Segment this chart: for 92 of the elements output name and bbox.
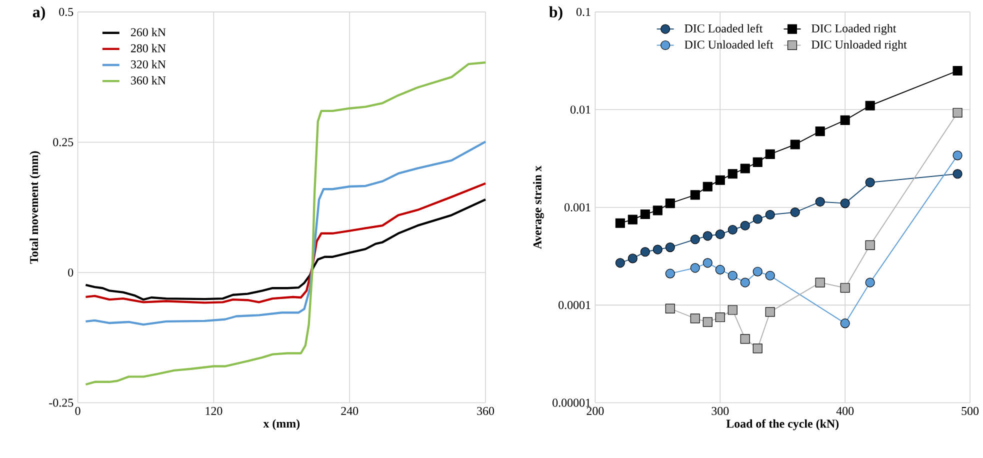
chart-title: b) xyxy=(549,6,562,21)
point xyxy=(715,230,725,240)
chart-title: a) xyxy=(32,6,45,21)
point xyxy=(690,234,700,244)
point xyxy=(752,267,762,277)
legend-label: DIC Loaded left xyxy=(684,24,763,33)
x-tick-label: 500 xyxy=(962,407,979,416)
point xyxy=(740,278,750,288)
legend-label: 360 kN xyxy=(131,76,166,85)
point xyxy=(615,218,625,228)
x-tick-label: 240 xyxy=(341,407,358,416)
y-tick-label: 0.01 xyxy=(570,106,590,114)
point xyxy=(628,254,638,264)
legend-label: DIC Loaded right xyxy=(812,24,896,36)
y-tick-label: 0.00001 xyxy=(552,398,590,408)
point xyxy=(728,271,738,281)
y-axis-title: Average strain x xyxy=(533,166,544,250)
point xyxy=(752,214,762,224)
point xyxy=(665,268,675,279)
point xyxy=(640,210,650,220)
x-axis-title: x (mm) xyxy=(263,419,300,430)
x-tick-label: 360 xyxy=(477,407,494,416)
line-series xyxy=(84,182,487,304)
point xyxy=(690,263,700,273)
point xyxy=(740,221,750,231)
point xyxy=(715,312,725,322)
point xyxy=(840,198,850,208)
point xyxy=(728,305,738,315)
point xyxy=(815,278,825,288)
x-axis-title: Load of the cycle (kN) xyxy=(726,419,839,430)
point xyxy=(952,108,962,118)
point xyxy=(702,182,712,192)
x-tick-label: 200 xyxy=(586,407,604,416)
point xyxy=(640,247,650,257)
point xyxy=(865,178,875,188)
point xyxy=(865,101,875,111)
point xyxy=(740,334,750,344)
x-tick-label: 400 xyxy=(836,407,854,416)
point xyxy=(702,317,712,328)
y-tick-label: 0.0001 xyxy=(558,301,590,310)
y-tick-label: 0.001 xyxy=(564,203,590,212)
legend-label: 320 kN xyxy=(131,60,166,69)
point xyxy=(790,208,800,218)
legend-label: DIC Unloaded right xyxy=(812,40,907,52)
point xyxy=(740,164,750,174)
point xyxy=(752,158,762,168)
point xyxy=(840,116,850,126)
point xyxy=(690,190,700,200)
y-axis-title: Total movement (mm) xyxy=(30,151,41,264)
point xyxy=(765,210,775,220)
line-series xyxy=(84,198,487,301)
point xyxy=(865,278,875,288)
legend-label: 260 kN xyxy=(130,28,166,36)
point xyxy=(865,240,875,250)
point xyxy=(665,304,675,314)
line-series xyxy=(84,140,487,326)
point xyxy=(728,225,738,235)
point xyxy=(840,318,850,328)
point xyxy=(652,244,662,255)
line-series xyxy=(84,62,487,386)
x-tick-label: 300 xyxy=(712,407,729,416)
y-tick-label: -0.25 xyxy=(49,398,74,408)
point xyxy=(715,265,725,275)
point xyxy=(752,344,762,354)
point xyxy=(728,169,738,179)
point xyxy=(652,206,662,216)
point xyxy=(765,271,775,281)
x-tick-label: 0 xyxy=(75,407,80,416)
point xyxy=(715,176,725,186)
point xyxy=(840,283,850,293)
point xyxy=(615,258,625,268)
y-tick-label: 0.5 xyxy=(59,8,74,16)
y-tick-label: 0.25 xyxy=(53,138,74,146)
point xyxy=(815,197,825,207)
point xyxy=(765,307,775,317)
point xyxy=(952,169,962,179)
point xyxy=(952,66,962,76)
point xyxy=(702,258,712,268)
point xyxy=(665,242,675,252)
point xyxy=(790,140,800,150)
point xyxy=(765,150,775,160)
point xyxy=(665,198,675,208)
y-tick-label: 0 xyxy=(68,268,74,277)
point xyxy=(952,150,962,160)
point xyxy=(690,314,700,324)
point xyxy=(815,126,825,136)
legend-label: 280 kN xyxy=(130,44,166,53)
x-tick-label: 120 xyxy=(206,407,222,416)
legend-label: DIC Unloaded left xyxy=(684,40,774,49)
y-tick-label: 0.1 xyxy=(576,8,590,16)
point xyxy=(628,214,638,225)
point xyxy=(702,231,712,241)
